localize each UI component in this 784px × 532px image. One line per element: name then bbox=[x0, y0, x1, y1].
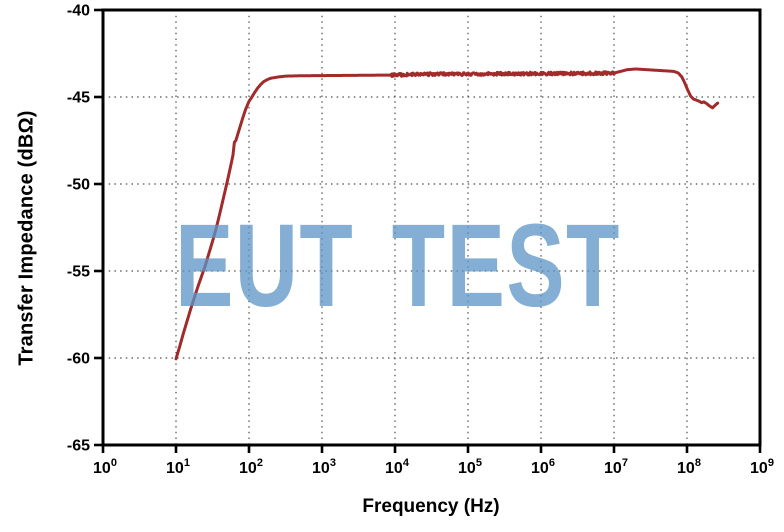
curve-transfer-impedance bbox=[174, 67, 720, 361]
svg-text:-55: -55 bbox=[67, 264, 90, 281]
svg-text:-50: -50 bbox=[67, 177, 90, 194]
x-tick-labels: 100 101 102 103 104 105 106 107 108 109 bbox=[93, 457, 774, 477]
svg-text:104: 104 bbox=[385, 457, 410, 477]
svg-text:103: 103 bbox=[312, 457, 336, 477]
axis-ticks bbox=[94, 8, 762, 453]
y-axis-title: Transfer Impedance (dBΩ) bbox=[15, 110, 38, 366]
svg-text:106: 106 bbox=[531, 457, 555, 477]
svg-text:102: 102 bbox=[239, 457, 263, 477]
plot-grid bbox=[103, 10, 760, 445]
x-axis-title: Frequency (Hz) bbox=[362, 496, 500, 517]
svg-text:-45: -45 bbox=[67, 90, 90, 107]
svg-text:100: 100 bbox=[93, 457, 117, 477]
svg-text:105: 105 bbox=[458, 457, 482, 477]
plot-border bbox=[101, 8, 762, 447]
svg-text:-60: -60 bbox=[67, 351, 90, 368]
svg-text:101: 101 bbox=[166, 457, 190, 477]
svg-text:108: 108 bbox=[677, 457, 701, 477]
y-tick-labels: -40 -45 -50 -55 -60 -65 bbox=[67, 3, 90, 455]
svg-text:-40: -40 bbox=[67, 3, 90, 20]
svg-text:107: 107 bbox=[604, 457, 628, 477]
svg-text:109: 109 bbox=[750, 457, 774, 477]
svg-text:-65: -65 bbox=[67, 438, 90, 455]
